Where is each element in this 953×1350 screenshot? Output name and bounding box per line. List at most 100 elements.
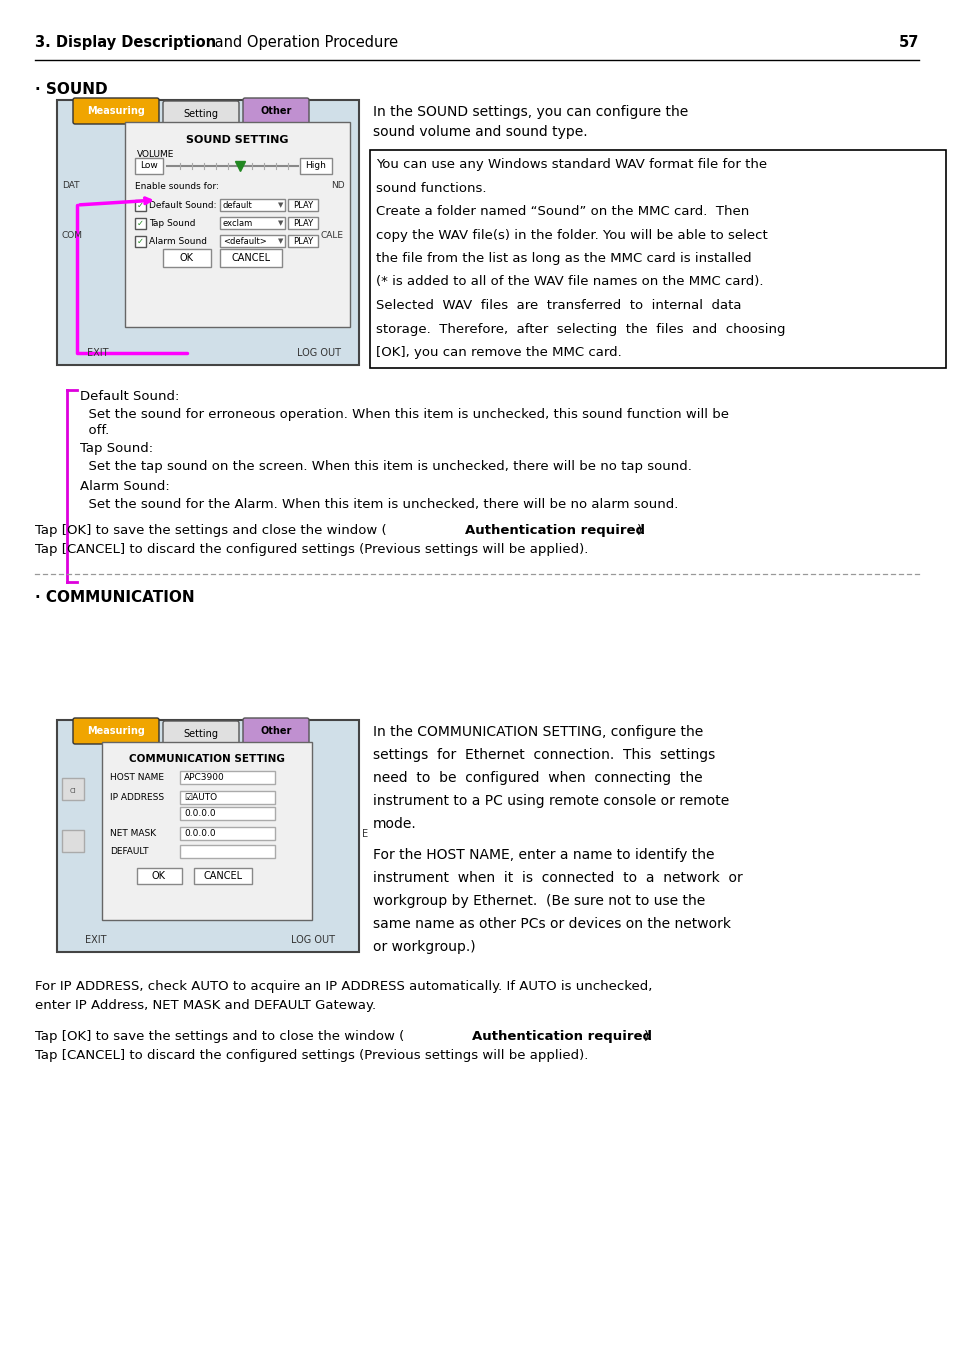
Bar (135, 217, 146, 230)
Text: ).: ). (643, 1030, 653, 1044)
Text: OK: OK (152, 871, 166, 882)
Text: In the SOUND settings, you can configure the: In the SOUND settings, you can configure… (373, 105, 687, 119)
Text: Alarm Sound: Alarm Sound (149, 238, 207, 246)
Bar (137, 868, 182, 884)
Text: For the HOST NAME, enter a name to identify the: For the HOST NAME, enter a name to ident… (373, 848, 714, 863)
Text: Selected  WAV  files  are  transferred  to  internal  data: Selected WAV files are transferred to in… (375, 298, 740, 312)
Text: sound functions.: sound functions. (375, 181, 486, 194)
Text: settings  for  Ethernet  connection.  This  settings: settings for Ethernet connection. This s… (373, 748, 715, 761)
Text: Other: Other (260, 726, 292, 736)
Bar (57, 720, 358, 952)
Text: · SOUND: · SOUND (35, 82, 108, 97)
Text: instrument to a PC using remote console or remote: instrument to a PC using remote console … (373, 794, 728, 809)
FancyBboxPatch shape (73, 99, 159, 124)
Text: Default Sound:: Default Sound: (149, 201, 216, 211)
Text: You can use any Windows standard WAV format file for the: You can use any Windows standard WAV for… (375, 158, 766, 171)
FancyBboxPatch shape (163, 721, 239, 747)
Text: enter IP Address, NET MASK and DEFAULT Gateway.: enter IP Address, NET MASK and DEFAULT G… (35, 999, 375, 1012)
Bar (57, 100, 358, 364)
Text: Authentication required: Authentication required (472, 1030, 651, 1044)
Text: storage.  Therefore,  after  selecting  the  files  and  choosing: storage. Therefore, after selecting the … (375, 323, 784, 336)
Bar (163, 248, 211, 267)
Text: Set the tap sound on the screen. When this item is unchecked, there will be no t: Set the tap sound on the screen. When th… (80, 460, 691, 472)
Text: DEFAULT: DEFAULT (110, 848, 149, 856)
Text: 3. Display Description: 3. Display Description (35, 35, 216, 50)
Text: ✓: ✓ (137, 201, 144, 211)
Text: CI: CI (70, 788, 76, 794)
Bar (220, 248, 282, 267)
Text: ▼: ▼ (278, 202, 283, 208)
Bar (180, 845, 274, 859)
Bar (370, 150, 945, 369)
Text: CALE: CALE (320, 231, 344, 239)
Text: the file from the list as long as the MMC card is installed: the file from the list as long as the MM… (375, 252, 751, 265)
Text: CANCEL: CANCEL (203, 871, 242, 882)
Text: off.: off. (80, 424, 110, 437)
Bar (62, 830, 84, 852)
Text: workgroup by Ethernet.  (Be sure not to use the: workgroup by Ethernet. (Be sure not to u… (373, 894, 704, 909)
Text: sound volume and sound type.: sound volume and sound type. (373, 126, 587, 139)
Text: APC3900: APC3900 (184, 774, 225, 782)
Bar (135, 158, 163, 174)
Text: ✓: ✓ (137, 238, 144, 246)
Text: ☑AUTO: ☑AUTO (184, 792, 217, 802)
Text: E: E (361, 829, 368, 838)
Bar (180, 771, 274, 784)
Text: ▼: ▼ (278, 239, 283, 244)
Bar (180, 828, 274, 840)
Text: CANCEL: CANCEL (232, 252, 271, 263)
Text: same name as other PCs or devices on the network: same name as other PCs or devices on the… (373, 917, 730, 932)
Text: Set the sound for the Alarm. When this item is unchecked, there will be no alarm: Set the sound for the Alarm. When this i… (80, 498, 678, 512)
Text: Authentication required: Authentication required (464, 524, 644, 537)
Text: Tap Sound:: Tap Sound: (80, 441, 153, 455)
Text: Create a folder named “Sound” on the MMC card.  Then: Create a folder named “Sound” on the MMC… (375, 205, 748, 217)
Bar (135, 200, 146, 211)
Bar (62, 778, 84, 801)
FancyBboxPatch shape (243, 718, 309, 744)
Text: NET MASK: NET MASK (110, 829, 156, 838)
FancyBboxPatch shape (243, 99, 309, 124)
Text: LOG OUT: LOG OUT (296, 348, 340, 358)
Text: Enable sounds for:: Enable sounds for: (135, 182, 218, 190)
Text: Tap [OK] to save the settings and to close the window (: Tap [OK] to save the settings and to clo… (35, 1030, 404, 1044)
Text: PLAY: PLAY (293, 201, 313, 211)
Bar (288, 235, 317, 247)
Text: instrument  when  it  is  connected  to  a  network  or: instrument when it is connected to a net… (373, 871, 742, 886)
Bar (220, 217, 285, 230)
Text: ▼: ▼ (278, 220, 283, 227)
Text: mode.: mode. (373, 817, 416, 832)
Text: Tap [OK] to save the settings and close the window (: Tap [OK] to save the settings and close … (35, 524, 386, 537)
Text: 0.0.0.0: 0.0.0.0 (184, 809, 215, 818)
Text: DAT: DAT (62, 181, 79, 189)
Bar (193, 868, 252, 884)
Bar (125, 122, 350, 327)
Text: exclam: exclam (223, 219, 253, 228)
Text: PLAY: PLAY (293, 219, 313, 228)
Bar (135, 236, 146, 247)
Text: Set the sound for erroneous operation. When this item is unchecked, this sound f: Set the sound for erroneous operation. W… (80, 408, 728, 421)
Text: COM: COM (62, 231, 83, 239)
Text: Other: Other (260, 107, 292, 116)
Text: ✓: ✓ (137, 219, 144, 228)
Text: <default>: <default> (223, 238, 267, 246)
Text: OK: OK (180, 252, 193, 263)
Bar (299, 158, 332, 174)
FancyBboxPatch shape (163, 101, 239, 127)
Bar (220, 198, 285, 211)
Text: need  to  be  configured  when  connecting  the: need to be configured when connecting th… (373, 771, 702, 784)
Text: Setting: Setting (183, 729, 218, 738)
Text: PLAY: PLAY (293, 238, 313, 246)
Text: Tap [CANCEL] to discard the configured settings (Previous settings will be appli: Tap [CANCEL] to discard the configured s… (35, 543, 588, 556)
Text: Tap [CANCEL] to discard the configured settings (Previous settings will be appli: Tap [CANCEL] to discard the configured s… (35, 1049, 588, 1062)
Bar (288, 198, 317, 211)
Text: COMMUNICATION SETTING: COMMUNICATION SETTING (129, 755, 285, 764)
Text: · COMMUNICATION: · COMMUNICATION (35, 590, 194, 605)
FancyBboxPatch shape (73, 718, 159, 744)
Text: High: High (305, 162, 326, 170)
Text: EXIT: EXIT (87, 348, 109, 358)
Bar (180, 791, 274, 805)
Text: 0.0.0.0: 0.0.0.0 (184, 829, 215, 838)
Bar (180, 807, 274, 819)
Text: IP ADDRESS: IP ADDRESS (110, 794, 164, 802)
Bar (288, 217, 317, 230)
